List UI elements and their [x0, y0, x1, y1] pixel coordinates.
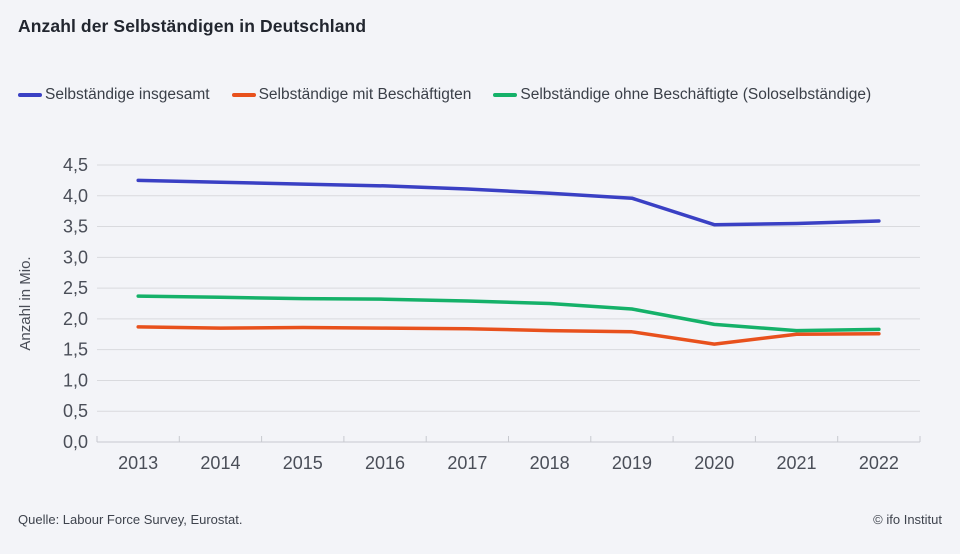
svg-text:0,0: 0,0 — [63, 432, 88, 452]
source-note: Quelle: Labour Force Survey, Eurostat. — [18, 512, 243, 527]
svg-text:4,0: 4,0 — [63, 186, 88, 206]
svg-text:3,5: 3,5 — [63, 217, 88, 237]
svg-text:2014: 2014 — [200, 453, 240, 473]
legend-marker-mit-beschaeftigten-icon — [231, 93, 256, 97]
legend-item-insgesamt[interactable]: Selbständige insgesamt — [18, 86, 210, 104]
svg-text:0,5: 0,5 — [63, 401, 88, 421]
svg-text:2021: 2021 — [777, 453, 817, 473]
svg-text:2022: 2022 — [859, 453, 899, 473]
legend-item-mit-beschaeftigten[interactable]: Selbständige mit Beschäftigten — [231, 86, 472, 104]
svg-text:1,0: 1,0 — [63, 370, 88, 390]
svg-text:2018: 2018 — [530, 453, 570, 473]
svg-text:2019: 2019 — [612, 453, 652, 473]
svg-text:3,0: 3,0 — [63, 247, 88, 267]
legend-marker-ohne-beschaeftigte-icon — [493, 93, 518, 97]
svg-text:1,5: 1,5 — [63, 340, 88, 360]
svg-text:4,5: 4,5 — [63, 155, 88, 175]
legend-item-ohne-beschaeftigte[interactable]: Selbständige ohne Beschäftigte (Soloselb… — [493, 86, 871, 104]
legend: Selbständige insgesamt Selbständige mit … — [18, 86, 871, 104]
line-chart-svg: 0,0 0,5 1,0 1,5 2,0 2,5 3,0 3,5 4,0 4,5 2013 2014 20… — [17, 155, 921, 473]
legend-marker-insgesamt-icon — [18, 93, 42, 97]
footer: Quelle: Labour Force Survey, Eurostat. ©… — [18, 512, 942, 527]
chart-title: Anzahl der Selbständigen in Deutschland — [18, 16, 367, 36]
legend-label-insgesamt: Selbständige insgesamt — [45, 86, 210, 103]
svg-text:2013: 2013 — [118, 453, 158, 473]
svg-text:2017: 2017 — [447, 453, 487, 473]
line-chart: 0,0 0,5 1,0 1,5 2,0 2,5 3,0 3,5 4,0 4,5 2013 2014 20… — [0, 145, 960, 485]
svg-text:2,5: 2,5 — [63, 278, 88, 298]
svg-text:2015: 2015 — [283, 453, 323, 473]
copyright-note: © ifo Institut — [873, 512, 942, 527]
legend-label-mit-beschaeftigten: Selbständige mit Beschäftigten — [258, 86, 472, 103]
legend-label-ohne-beschaeftigte: Selbständige ohne Beschäftigte (Soloselb… — [520, 86, 872, 103]
svg-text:2020: 2020 — [694, 453, 734, 473]
svg-text:Anzahl in Mio.: Anzahl in Mio. — [17, 256, 34, 350]
svg-text:2016: 2016 — [365, 453, 405, 473]
svg-text:2,0: 2,0 — [63, 309, 88, 329]
